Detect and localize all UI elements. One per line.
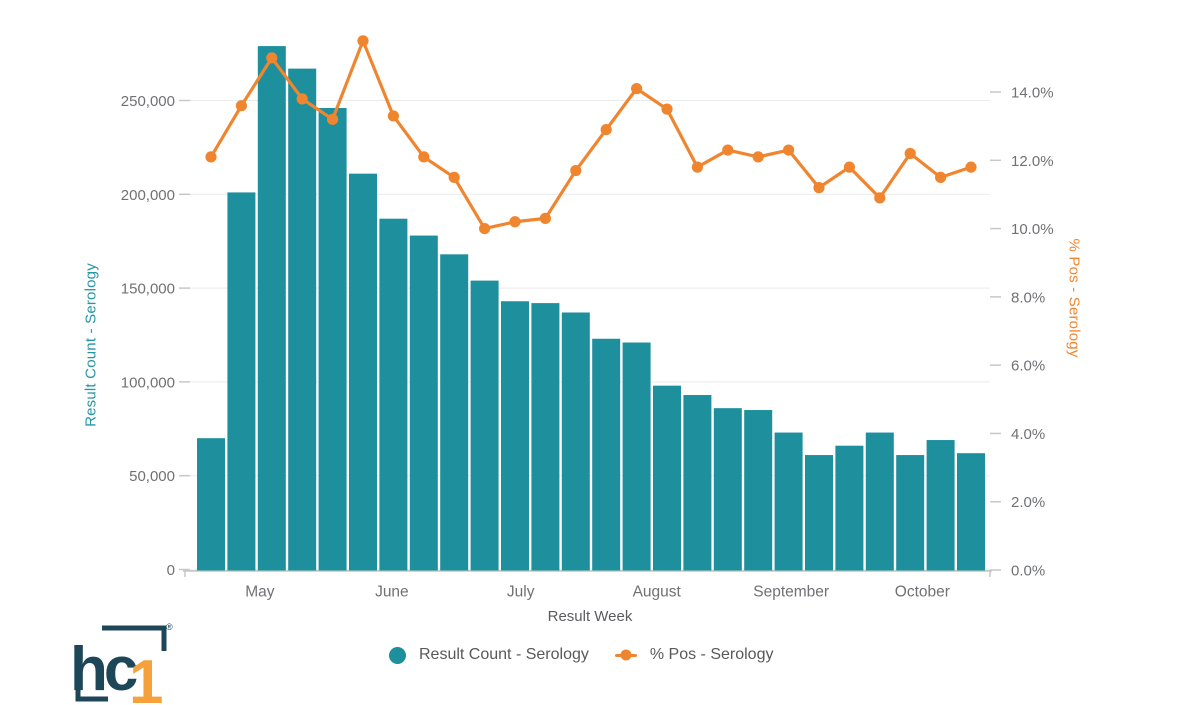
pct-pos-point-week-16 (661, 103, 673, 115)
pct-pos-point-week-9 (448, 171, 460, 183)
pct-pos-point-week-20 (783, 144, 795, 156)
logo-registered-mark-icon: ® (166, 622, 173, 632)
pct-pos-point-week-3 (266, 52, 278, 64)
pct-pos-point-week-11 (509, 216, 521, 228)
x-axis-month-label: May (245, 584, 275, 601)
bar-week-4 (288, 68, 317, 571)
pct-pos-point-week-7 (387, 110, 399, 122)
bar-week-22 (835, 445, 864, 571)
pct-pos-point-week-1 (205, 151, 217, 163)
bar-week-11 (501, 301, 529, 571)
hc1-logo: hc 1 ® (70, 620, 174, 705)
left-axis-tick-label: 150,000 (121, 281, 175, 298)
line-series-legend-marker-icon (614, 647, 637, 664)
bar-week-2 (227, 192, 256, 571)
bar-series-legend-marker-icon (389, 646, 406, 664)
x-axis-month-label: June (375, 584, 409, 601)
legend: Result Count - Serology % Pos - Serology (389, 646, 773, 664)
right-axis-tick-label: 2.0% (1011, 494, 1045, 511)
bar-week-20 (774, 432, 803, 571)
right-axis-title: % Pos - Serology (1065, 238, 1083, 358)
right-axis-tick-label: 12.0% (1011, 153, 1054, 170)
pct-pos-point-week-17 (691, 161, 704, 173)
bar-week-1 (197, 438, 225, 571)
bar-week-25 (926, 440, 955, 571)
right-axis-tick-label: 6.0% (1011, 358, 1045, 375)
pct-pos-point-week-18 (722, 144, 734, 156)
pct-pos-point-week-10 (479, 223, 491, 235)
pct-pos-point-week-12 (539, 212, 552, 224)
bar-week-14 (592, 338, 621, 571)
bar-week-18 (713, 408, 742, 571)
bar-week-16 (653, 385, 681, 571)
left-axis-tick-label: 100,000 (121, 374, 175, 391)
logo-bracket-top-right (102, 625, 167, 651)
left-axis-title: Result Count - Serology (82, 263, 100, 427)
logo-text-hc: hc (72, 635, 137, 704)
x-axis-title: Result Week (547, 608, 633, 625)
pct-pos-point-week-15 (631, 83, 643, 95)
pct-pos-point-week-8 (418, 151, 430, 163)
left-axis-tick-label: 50,000 (129, 468, 175, 485)
bar-week-9 (440, 254, 469, 571)
right-axis-tick-label: 10.0% (1011, 221, 1054, 238)
pct-pos-point-week-6 (357, 35, 369, 47)
bar-week-21 (805, 455, 833, 571)
bar-series (197, 46, 985, 571)
pct-pos-point-week-26 (965, 161, 977, 173)
line-series (205, 35, 977, 235)
x-axis-month-label: July (507, 584, 535, 601)
right-axis-tick-label: 0.0% (1011, 563, 1045, 580)
bar-week-15 (622, 342, 651, 571)
right-axis-tick-label: 14.0% (1011, 85, 1054, 102)
logo-bracket-bottom-left (75, 666, 108, 702)
logo-text-1: 1 (129, 648, 163, 705)
right-axis-tick-label: 8.0% (1011, 289, 1045, 306)
x-axis-month-label: October (895, 584, 950, 601)
pct-pos-point-week-21 (813, 182, 825, 194)
pct-pos-point-week-2 (235, 100, 247, 112)
x-axis-month-label: August (633, 584, 682, 601)
bar-week-6 (349, 173, 377, 571)
pct-pos-point-week-14 (600, 123, 612, 136)
legend-label-pct-pos: % Pos - Serology (649, 646, 774, 663)
left-axis-tick-label: 200,000 (121, 187, 175, 204)
bar-week-5 (318, 108, 347, 571)
pct-pos-point-week-4 (296, 93, 308, 105)
pct-pos-point-week-25 (935, 171, 947, 183)
axis-tick-labels: 0 50,000 100,000 150,000 200,000 250,000 0.0% 2… (121, 85, 1054, 601)
left-axis-tick-label: 0 (167, 562, 175, 579)
bar-week-24 (896, 455, 925, 571)
left-axis-tick-label: 250,000 (121, 93, 175, 110)
pct-pos-point-week-5 (327, 113, 339, 125)
pct-pos-point-week-19 (752, 151, 764, 163)
pct-pos-point-week-24 (904, 147, 916, 160)
bar-week-23 (865, 432, 894, 571)
pct-pos-line (209, 39, 973, 231)
bar-week-17 (683, 395, 712, 571)
right-axis-tick-label: 4.0% (1011, 426, 1045, 443)
pct-pos-point-week-23 (874, 192, 886, 204)
bar-week-8 (409, 235, 438, 571)
bar-week-26 (957, 453, 985, 571)
bar-week-3 (257, 46, 286, 571)
bar-week-19 (744, 410, 773, 571)
x-axis-month-label: September (753, 584, 829, 601)
bar-week-10 (470, 280, 499, 571)
bar-week-12 (531, 303, 560, 571)
pct-pos-point-week-22 (843, 161, 856, 173)
legend-item-pct-pos[interactable]: % Pos - Serology (614, 646, 774, 664)
pct-pos-point-week-13 (570, 164, 582, 177)
legend-label-result-count: Result Count - Serology (419, 646, 589, 663)
bar-week-13 (561, 312, 590, 571)
bar-week-7 (379, 218, 408, 571)
legend-item-result-count[interactable]: Result Count - Serology (389, 646, 589, 664)
